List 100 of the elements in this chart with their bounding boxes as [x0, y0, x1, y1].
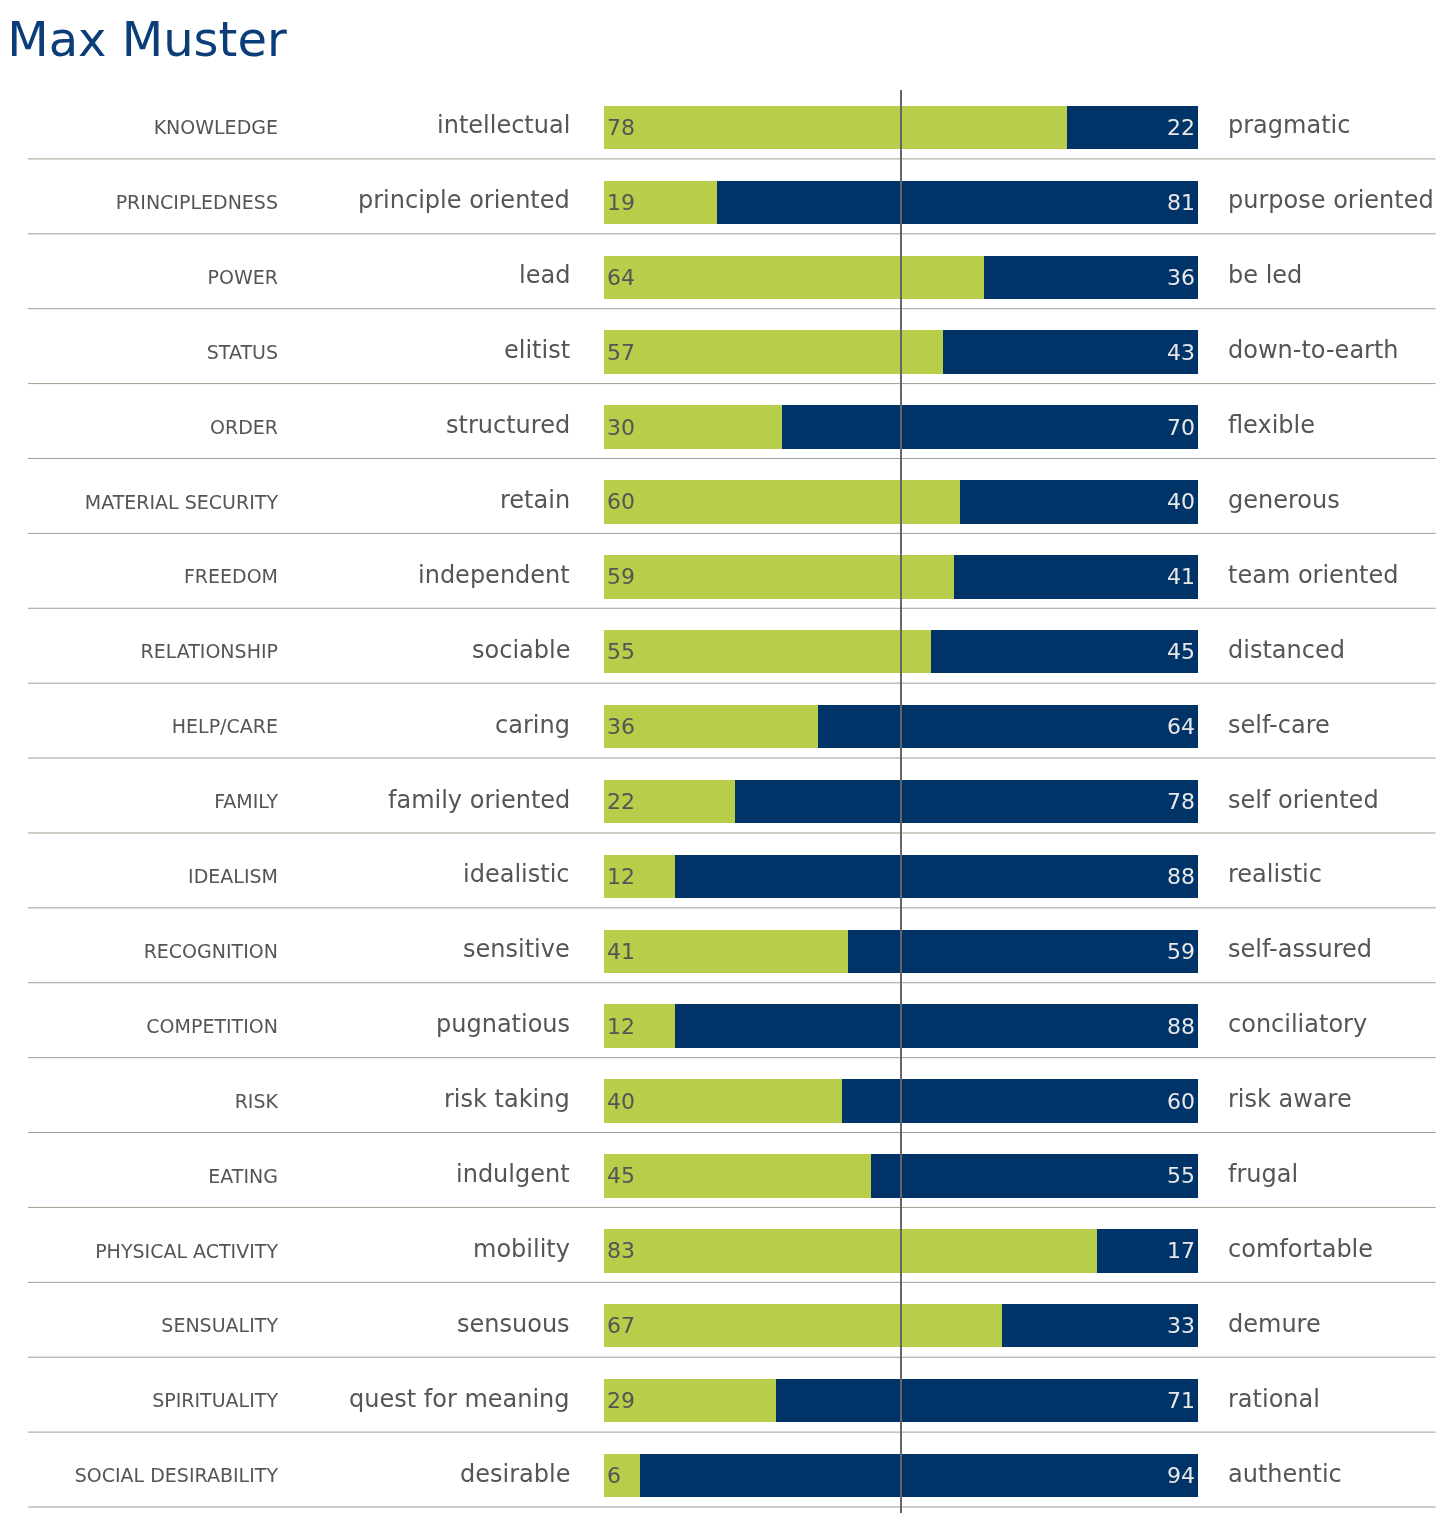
y-tick-label: KNOWLEDGE — [153, 116, 278, 139]
bar — [782, 405, 1198, 449]
data-label: 64 — [1167, 714, 1195, 740]
text: team oriented — [1228, 561, 1399, 589]
y-tick-label: RECOGNITION — [143, 939, 278, 962]
text: sociable — [472, 636, 571, 664]
text: risk taking — [444, 1085, 570, 1113]
text: demure — [1228, 1310, 1321, 1338]
data-label: 78 — [1167, 789, 1195, 814]
y-tick-label: RELATIONSHIP — [140, 640, 278, 663]
text: pugnatious — [436, 1010, 571, 1038]
y-tick-label: POWER — [207, 265, 278, 288]
data-label: 29 — [607, 1388, 635, 1414]
bar — [776, 1378, 1198, 1423]
bar — [675, 1004, 1198, 1048]
bar — [604, 330, 943, 374]
text: self oriented — [1228, 786, 1379, 814]
data-label: 22 — [607, 789, 635, 814]
y-tick-label: HELP/CARE — [171, 715, 278, 738]
text: purpose oriented — [1228, 186, 1434, 214]
bar — [604, 854, 676, 899]
bar — [604, 1378, 777, 1423]
bar — [841, 1079, 1198, 1123]
y-tick-label: SPIRITUALITY — [152, 1389, 279, 1412]
bar — [960, 480, 1198, 524]
data-label: 59 — [1167, 938, 1195, 964]
data-label: 45 — [1167, 639, 1195, 665]
text: be led — [1228, 261, 1303, 289]
bar — [604, 1154, 872, 1198]
text: realistic — [1228, 860, 1322, 888]
data-label: 40 — [607, 1088, 635, 1114]
text: sensuous — [457, 1310, 570, 1338]
bar — [604, 480, 961, 524]
y-tick-label: PHYSICAL ACTIVITY — [95, 1239, 279, 1262]
bar — [1097, 1229, 1198, 1273]
data-label: 12 — [607, 863, 635, 889]
data-label: 94 — [1167, 1463, 1195, 1489]
text: caring — [495, 711, 570, 739]
bar — [817, 704, 1198, 749]
text: idealistic — [463, 860, 570, 888]
data-label: 45 — [607, 1163, 635, 1189]
y-tick-label: ORDER — [210, 415, 278, 438]
y-tick-label: SOCIAL DESIRABILITY — [74, 1464, 279, 1487]
text: down-to-earth — [1228, 336, 1399, 364]
data-label: 12 — [607, 1013, 635, 1039]
bar — [604, 1304, 1002, 1348]
data-label: 64 — [607, 264, 635, 290]
text: intellectual — [437, 111, 571, 139]
bar — [604, 779, 735, 824]
y-tick-label: RISK — [234, 1089, 279, 1112]
data-label: 83 — [607, 1238, 635, 1264]
bar — [604, 704, 818, 749]
y-tick-label: COMPETITION — [146, 1014, 278, 1037]
y-tick-label: PRINCIPLEDNESS — [115, 190, 278, 213]
bar — [954, 555, 1198, 599]
data-label: 40 — [1167, 489, 1195, 515]
data-label: 17 — [1167, 1238, 1195, 1264]
bar — [675, 854, 1198, 899]
text: sensitive — [463, 935, 570, 963]
data-label: 6 — [607, 1463, 621, 1489]
text: flexible — [1228, 411, 1315, 439]
text: authentic — [1228, 1460, 1342, 1488]
bar — [604, 1229, 1098, 1273]
y-tick-label: SENSUALITY — [161, 1314, 279, 1337]
bar — [1067, 105, 1198, 150]
text: self-care — [1228, 711, 1330, 739]
text: retain — [500, 486, 571, 514]
text: rational — [1228, 1385, 1320, 1413]
text: risk aware — [1228, 1085, 1352, 1113]
bar — [604, 180, 717, 225]
bar — [1001, 1304, 1198, 1348]
data-label: 43 — [1167, 339, 1195, 365]
data-label: 22 — [1167, 114, 1195, 140]
y-tick-label: FAMILY — [214, 790, 279, 813]
data-label: 33 — [1167, 1313, 1195, 1339]
data-label: 57 — [607, 339, 635, 365]
bar — [942, 330, 1198, 374]
text: frugal — [1228, 1160, 1299, 1188]
data-label: 30 — [607, 414, 635, 440]
y-tick-label: FREEDOM — [183, 565, 278, 588]
data-label: 36 — [607, 714, 635, 740]
data-label: 55 — [607, 639, 635, 665]
bar — [604, 1453, 640, 1498]
y-tick-label: EATING — [208, 1164, 278, 1187]
bar — [871, 1154, 1198, 1198]
text: structured — [446, 411, 571, 439]
bar — [984, 255, 1198, 299]
data-label: 70 — [1167, 414, 1195, 440]
data-label: 41 — [607, 938, 635, 964]
text: indulgent — [456, 1160, 570, 1188]
data-label: 55 — [1167, 1163, 1195, 1189]
data-label: 59 — [607, 564, 635, 590]
bar — [734, 779, 1198, 824]
data-label: 36 — [1167, 264, 1195, 290]
text: independent — [418, 561, 570, 589]
text: comfortable — [1228, 1235, 1374, 1263]
text: Max Muster — [7, 11, 287, 68]
bar — [604, 555, 955, 599]
text: quest for meaning — [349, 1385, 570, 1413]
data-label: 81 — [1167, 189, 1195, 215]
